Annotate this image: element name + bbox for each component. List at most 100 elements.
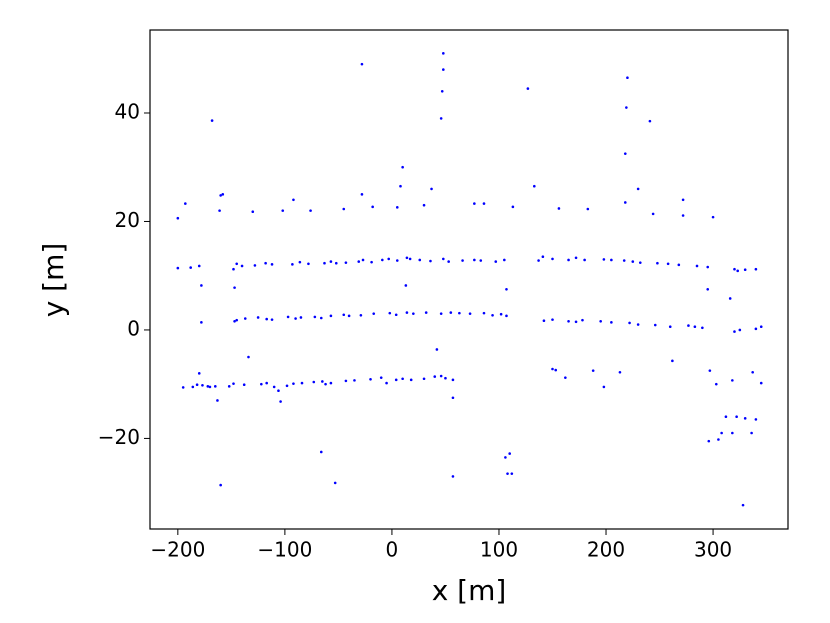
plot-frame xyxy=(149,29,789,530)
point xyxy=(422,377,426,381)
y-tick-label: 40 xyxy=(115,99,140,123)
point xyxy=(505,314,508,318)
point xyxy=(602,385,606,389)
point xyxy=(399,184,402,188)
point xyxy=(468,312,472,315)
point xyxy=(227,385,231,388)
point xyxy=(717,438,720,441)
point xyxy=(272,385,276,389)
point xyxy=(706,265,710,269)
point xyxy=(181,386,185,389)
point xyxy=(724,415,728,419)
point xyxy=(656,261,659,265)
point xyxy=(219,194,222,197)
x-tick-label: 200 xyxy=(587,538,625,562)
point xyxy=(564,376,567,379)
point xyxy=(329,260,333,263)
point xyxy=(321,380,324,383)
point xyxy=(701,326,704,330)
point xyxy=(342,207,346,211)
point xyxy=(668,325,672,328)
point xyxy=(232,382,235,385)
point xyxy=(494,260,498,263)
point xyxy=(309,209,312,212)
point xyxy=(541,255,545,259)
point xyxy=(733,267,736,271)
point xyxy=(394,313,398,317)
point xyxy=(731,379,734,382)
point xyxy=(451,396,455,400)
point xyxy=(299,316,303,319)
point xyxy=(451,475,455,478)
point xyxy=(195,383,199,387)
point xyxy=(473,202,476,205)
point xyxy=(707,439,711,443)
point xyxy=(693,325,697,328)
point xyxy=(511,205,515,209)
point xyxy=(551,318,554,321)
point xyxy=(439,117,443,120)
point xyxy=(206,385,210,388)
point xyxy=(184,202,187,205)
point xyxy=(714,382,718,386)
point xyxy=(458,311,461,315)
point xyxy=(277,389,280,392)
point xyxy=(631,260,635,263)
point xyxy=(623,201,627,204)
point xyxy=(567,258,570,262)
x-tick-label: 100 xyxy=(480,538,518,562)
point xyxy=(312,380,316,384)
point xyxy=(508,452,511,455)
point xyxy=(213,385,217,388)
x-tick-label: 300 xyxy=(694,538,732,562)
point xyxy=(482,311,486,315)
point xyxy=(743,417,747,420)
point xyxy=(270,263,274,266)
point xyxy=(359,313,363,317)
point xyxy=(651,212,655,216)
point xyxy=(706,287,710,291)
point xyxy=(491,313,494,317)
point xyxy=(591,369,595,372)
point xyxy=(235,318,239,322)
point xyxy=(424,311,428,314)
point xyxy=(537,259,540,262)
point xyxy=(201,383,204,387)
point xyxy=(221,193,225,196)
point xyxy=(557,207,561,210)
point xyxy=(270,318,274,321)
point xyxy=(197,264,201,268)
y-tick-label: 20 xyxy=(115,208,140,232)
point xyxy=(294,317,297,320)
point xyxy=(602,258,606,261)
point xyxy=(510,472,514,475)
point xyxy=(264,261,267,265)
point xyxy=(291,263,294,266)
point xyxy=(728,297,732,300)
point xyxy=(235,262,239,266)
point xyxy=(247,355,250,359)
point xyxy=(197,372,201,375)
point xyxy=(232,267,235,271)
x-tick-label: 0 xyxy=(386,538,399,562)
point xyxy=(623,152,627,155)
point xyxy=(599,319,602,323)
point xyxy=(638,261,642,264)
point xyxy=(357,260,361,263)
point xyxy=(574,320,578,324)
point xyxy=(666,262,670,266)
point xyxy=(243,317,247,320)
point xyxy=(370,260,373,264)
point xyxy=(344,261,348,264)
point xyxy=(735,415,738,419)
point xyxy=(439,312,443,315)
point xyxy=(622,259,626,262)
point xyxy=(636,187,640,191)
point xyxy=(251,210,255,214)
point xyxy=(369,378,372,381)
point xyxy=(733,330,736,333)
point xyxy=(191,385,195,389)
point xyxy=(405,256,409,260)
point xyxy=(628,321,631,325)
point xyxy=(447,260,450,263)
